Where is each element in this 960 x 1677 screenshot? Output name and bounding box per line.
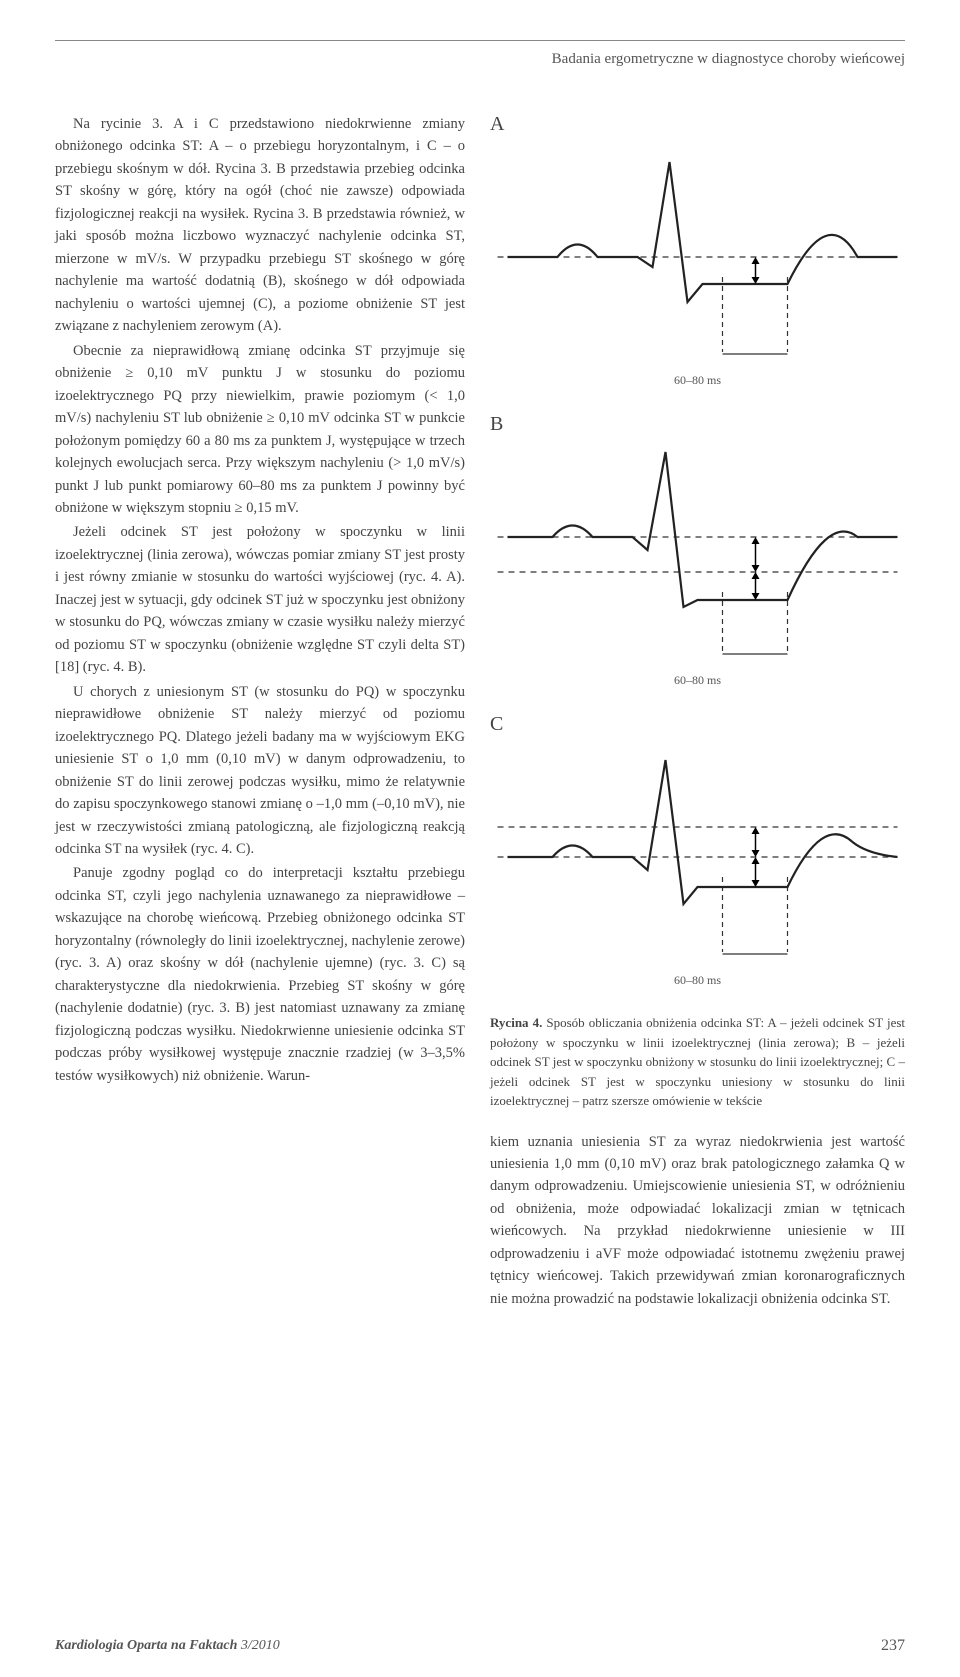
ecg-waveform-c (490, 742, 905, 972)
figure-panel-a: A 60–80 ms (490, 113, 905, 388)
figure-caption-prefix: Rycina 4. (490, 1015, 542, 1030)
figure-panel-label: C (490, 713, 905, 736)
paragraph: Jeżeli odcinek ST jest położony w spoczy… (55, 521, 465, 678)
footer-issue: 3/2010 (237, 1638, 279, 1653)
paragraph: U chorych z uniesionym ST (w stosunku do… (55, 681, 465, 861)
paragraph: Panuje zgodny pogląd co do interpretacji… (55, 862, 465, 1087)
footer-journal-name: Kardiologia Oparta na Faktach (55, 1638, 237, 1653)
ecg-waveform-b (490, 442, 905, 672)
ms-label: 60–80 ms (490, 373, 905, 388)
page-footer: Kardiologia Oparta na Faktach 3/2010 237 (55, 1637, 905, 1655)
page-number: 237 (881, 1637, 905, 1655)
running-header: Badania ergometryczne w diagnostyce chor… (55, 40, 905, 68)
figure-panel-b: B 60–80 ms (490, 413, 905, 688)
paragraph: Na rycinie 3. A i C przedstawiono niedok… (55, 113, 465, 338)
ms-label: 60–80 ms (490, 973, 905, 988)
figure-caption: Rycina 4. Sposób obliczania obniżenia od… (490, 1013, 905, 1111)
ecg-waveform-a (490, 142, 905, 372)
right-column: A 60–80 ms B (490, 113, 905, 1310)
figure-caption-body: Sposób obliczania obniżenia odcinka ST: … (490, 1015, 905, 1108)
figure-panel-label: A (490, 113, 905, 136)
footer-journal: Kardiologia Oparta na Faktach 3/2010 (55, 1638, 280, 1654)
figure-panel-label: B (490, 413, 905, 436)
right-continuation-text: kiem uznania uniesienia ST za wyraz nied… (490, 1131, 905, 1311)
content-columns: Na rycinie 3. A i C przedstawiono niedok… (55, 113, 905, 1310)
ms-label: 60–80 ms (490, 673, 905, 688)
running-title: Badania ergometryczne w diagnostyce chor… (552, 51, 905, 67)
figure-panel-c: C 60–80 ms (490, 713, 905, 988)
left-column: Na rycinie 3. A i C przedstawiono niedok… (55, 113, 465, 1310)
paragraph: Obecnie za nieprawidłową zmianę odcinka … (55, 340, 465, 520)
